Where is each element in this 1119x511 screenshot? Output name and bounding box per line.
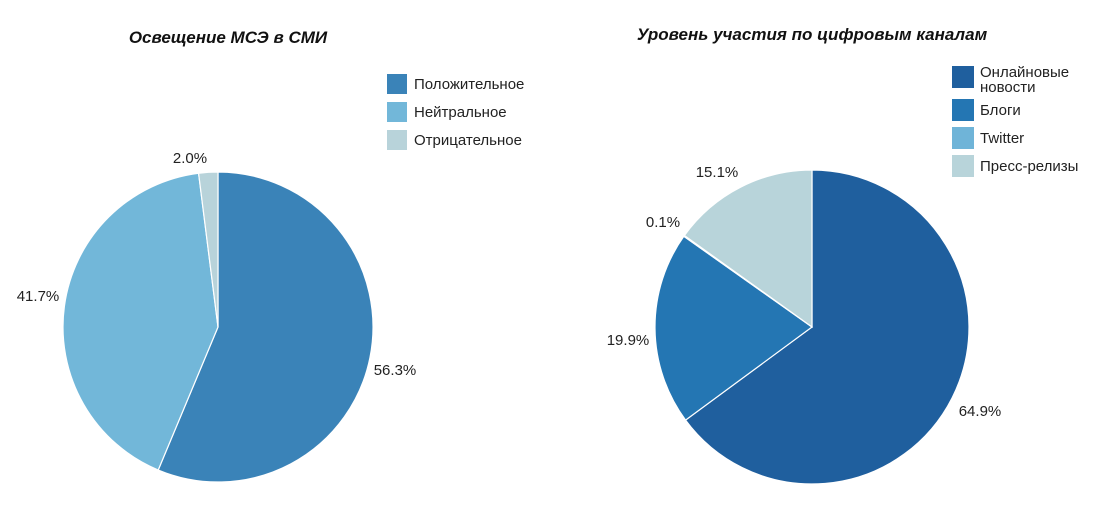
pie-slice-2 [654,235,814,421]
legend-label: Twitter [980,130,1024,147]
slice-value-label: 64.9% [959,403,1002,420]
pie-slice-3 [197,171,219,328]
slice-value-label: 2.0% [173,150,207,167]
legend-label: Нейтральное [414,104,507,121]
legend-label: Блоги [980,102,1021,119]
legend-label: Отрицательное [414,132,522,149]
chart-title: Уровень участия по цифровым каналам [637,25,988,44]
pie-slice-1 [684,169,970,485]
legend-swatch [387,130,407,150]
slice-value-label: 41.7% [17,288,60,305]
legend-label: Пресс-релизы [980,158,1078,175]
legend-swatch [952,127,974,149]
slice-value-label: 15.1% [696,164,739,181]
legend-swatch [952,99,974,121]
digital-channels-pie-chart: Уровень участия по цифровым каналам 64.9… [607,25,1078,485]
pie-slice-1 [157,171,374,483]
legend-swatch [952,66,974,88]
pie-slice-4 [683,169,813,329]
slice-value-label: 56.3% [374,362,417,379]
legend: Онлайновые новости Блоги Twitter Пресс-релиз… [952,64,1078,177]
slice-value-label: 0.1% [646,214,680,231]
media-coverage-pie-chart: Освещение МСЭ в СМИ 56.3% 41.7% 2.0% Полож… [17,28,524,483]
legend-swatch [387,74,407,94]
slice-value-label: 19.9% [607,332,650,349]
legend-label: Положительное [414,76,524,93]
pie-slice-2 [62,172,219,471]
legend-swatch [952,155,974,177]
legend-swatch [387,102,407,122]
legend: Положительное Нейтральное Отрицательное [387,74,524,150]
legend-label: Онлайновые новости [980,64,1069,96]
chart-title: Освещение МСЭ в СМИ [129,28,328,47]
